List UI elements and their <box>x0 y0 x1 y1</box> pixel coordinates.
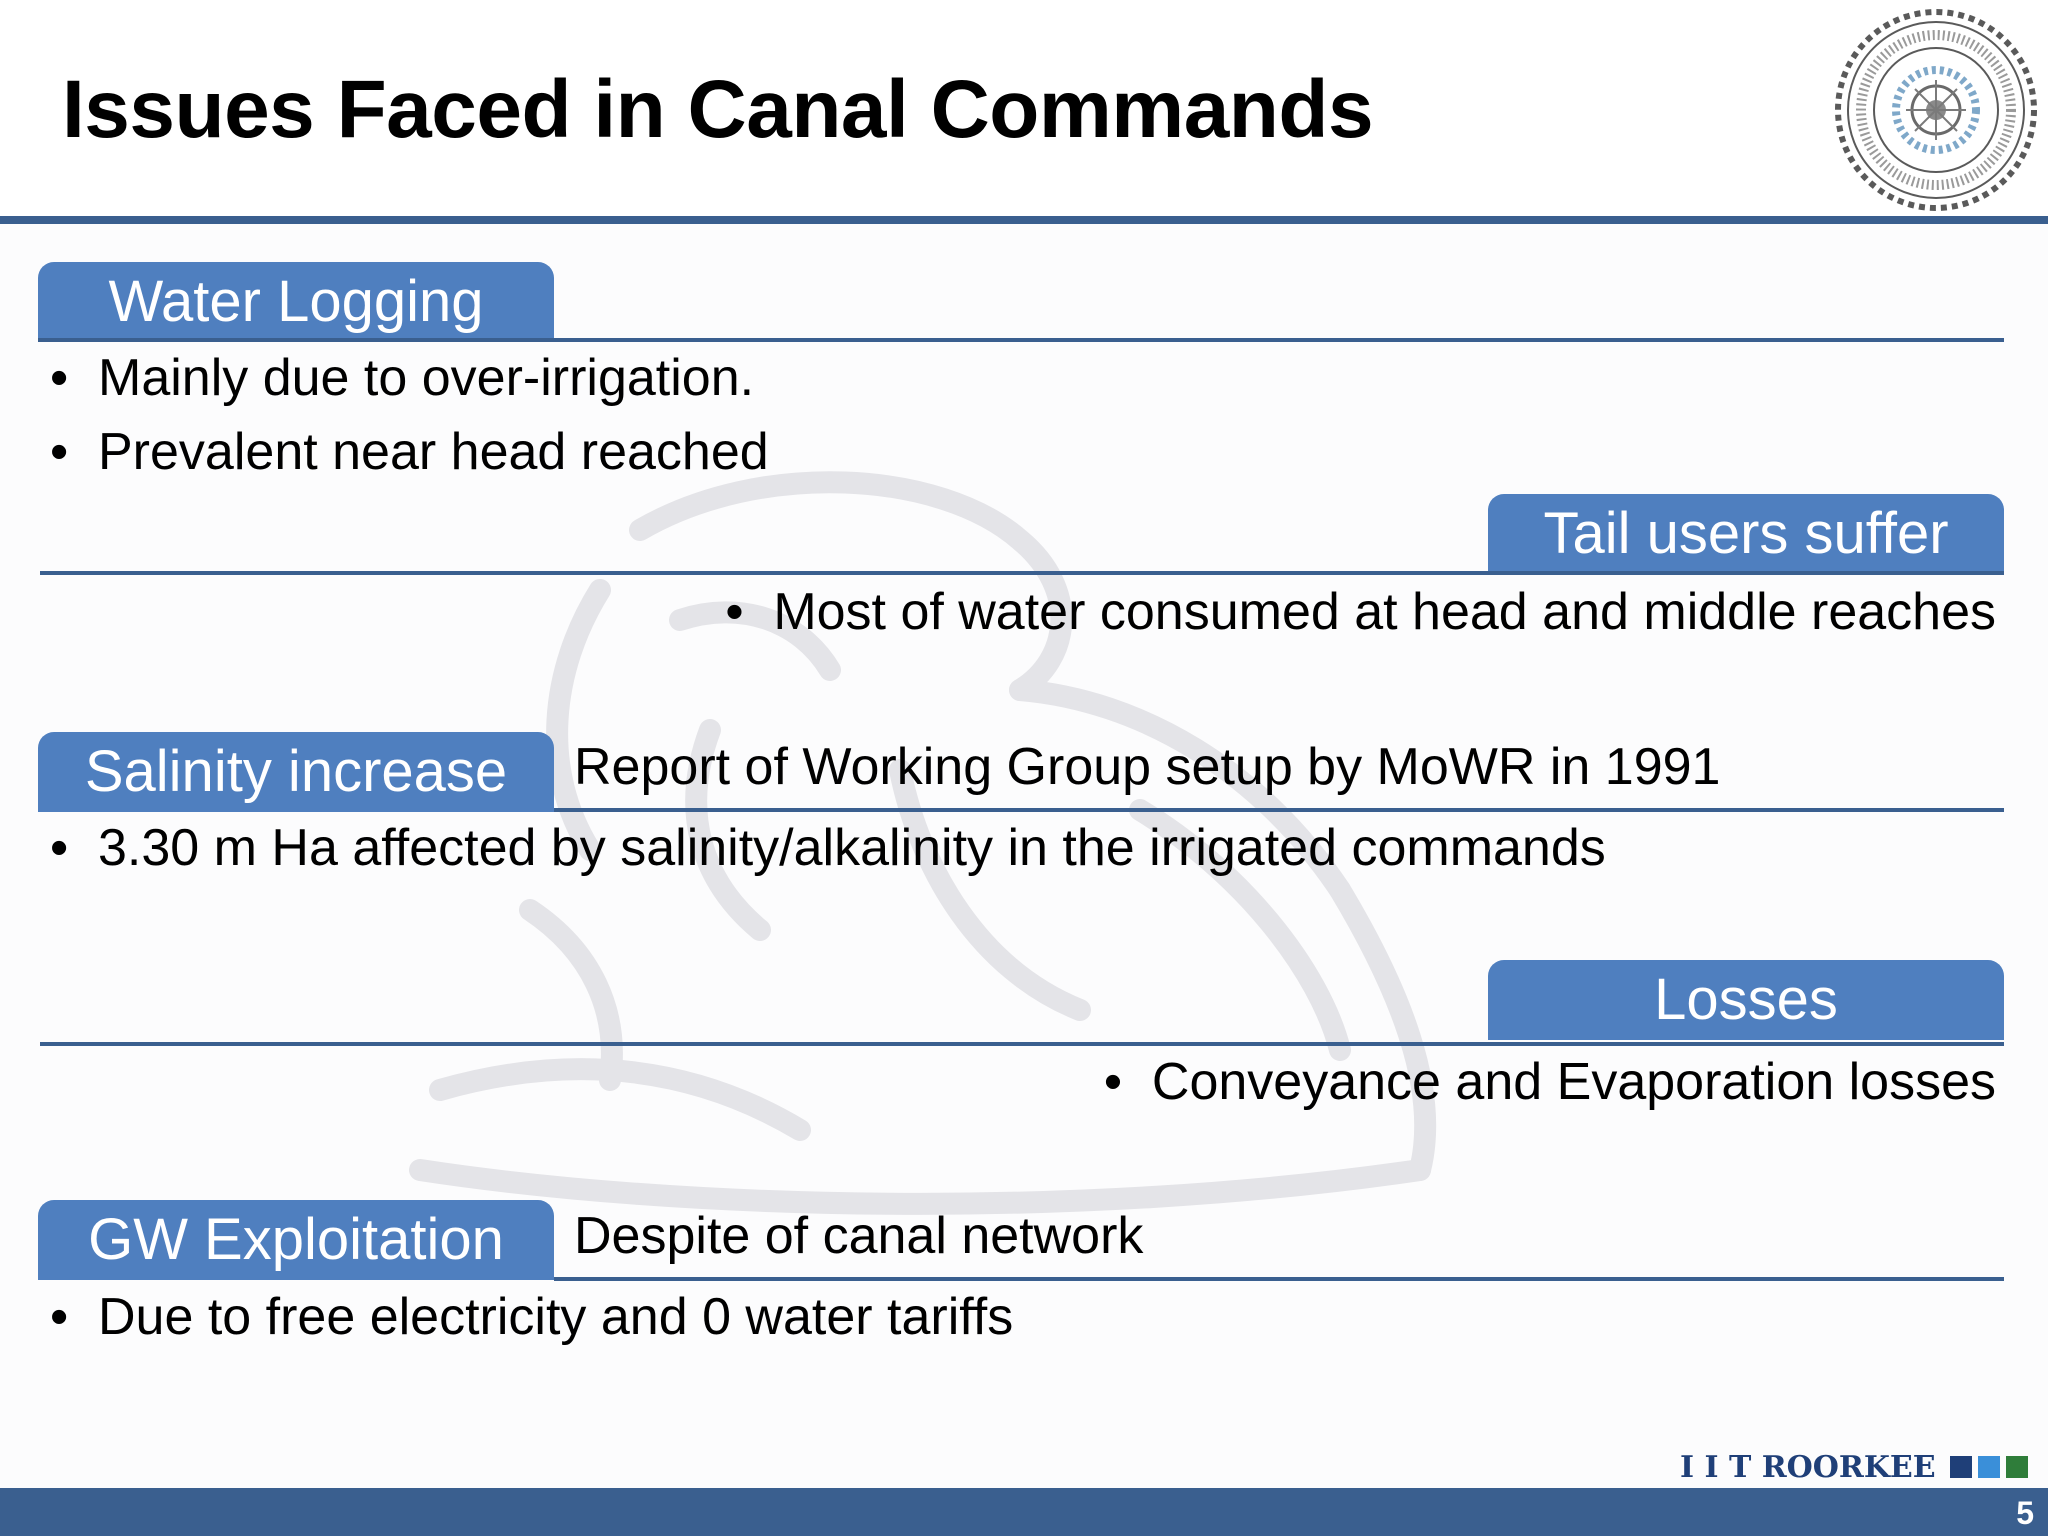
slide-title: Issues Faced in Canal Commands <box>62 64 1374 155</box>
iit-roorkee-seal-icon <box>1835 9 2037 211</box>
title-divider <box>0 216 2048 224</box>
brand-square-icon <box>1977 1456 2000 1478</box>
bullet-icon: • <box>50 349 69 407</box>
bullet-item: • Most of water consumed at head and mid… <box>725 580 1996 644</box>
bullet-text: Due to free electricity and 0 water tari… <box>98 1288 1014 1346</box>
section-rule-tail-users <box>40 571 2004 575</box>
bullet-text: Most of water consumed at head and middl… <box>773 583 1996 641</box>
bullet-icon: • <box>50 423 69 481</box>
bullet-text: Mainly due to over-irrigation. <box>98 349 755 407</box>
section-tab-tail-users: Tail users suffer <box>1488 494 2004 574</box>
section-tab-salinity: Salinity increase <box>38 732 554 812</box>
bullet-text: Conveyance and Evaporation losses <box>1151 1053 1996 1111</box>
section-note-salinity: Report of Working Group setup by MoWR in… <box>574 738 1721 796</box>
footer-bar <box>0 1488 2048 1536</box>
section-rule-salinity <box>554 808 2004 812</box>
bullet-item: • Mainly due to over-irrigation. <box>50 346 754 410</box>
section-note-gw-exploitation: Despite of canal network <box>574 1207 1144 1265</box>
section-rule-gw-exploitation <box>554 1277 2004 1281</box>
bullet-icon: • <box>1103 1053 1123 1111</box>
bullet-item: • 3.30 m Ha affected by salinity/alkalin… <box>50 816 1606 880</box>
section-tab-water-logging: Water Logging <box>38 262 554 342</box>
section-rule-water-logging <box>38 338 2004 342</box>
bullet-text: 3.30 m Ha affected by salinity/alkalinit… <box>98 819 1606 877</box>
page-number: 5 <box>2016 1495 2034 1531</box>
brand-square-icon <box>1949 1456 1972 1478</box>
brand-square-icon <box>2005 1456 2028 1478</box>
section-tab-losses: Losses <box>1488 960 2004 1040</box>
bullet-item: • Conveyance and Evaporation losses <box>1104 1050 1996 1114</box>
bullet-text: Prevalent near head reached <box>98 423 769 481</box>
section-rule-losses <box>40 1042 2004 1046</box>
iit-roorkee-brand: I I T ROORKEE <box>1680 1446 2040 1488</box>
section-tab-gw-exploitation: GW Exploitation <box>38 1200 554 1280</box>
bullet-item: • Due to free electricity and 0 water ta… <box>50 1285 1013 1349</box>
bullet-icon: • <box>50 1288 69 1346</box>
brand-text: I I T ROORKEE <box>1680 1449 1936 1485</box>
bullet-icon: • <box>725 583 744 641</box>
bullet-icon: • <box>50 819 69 877</box>
bullet-item: • Prevalent near head reached <box>50 420 769 484</box>
